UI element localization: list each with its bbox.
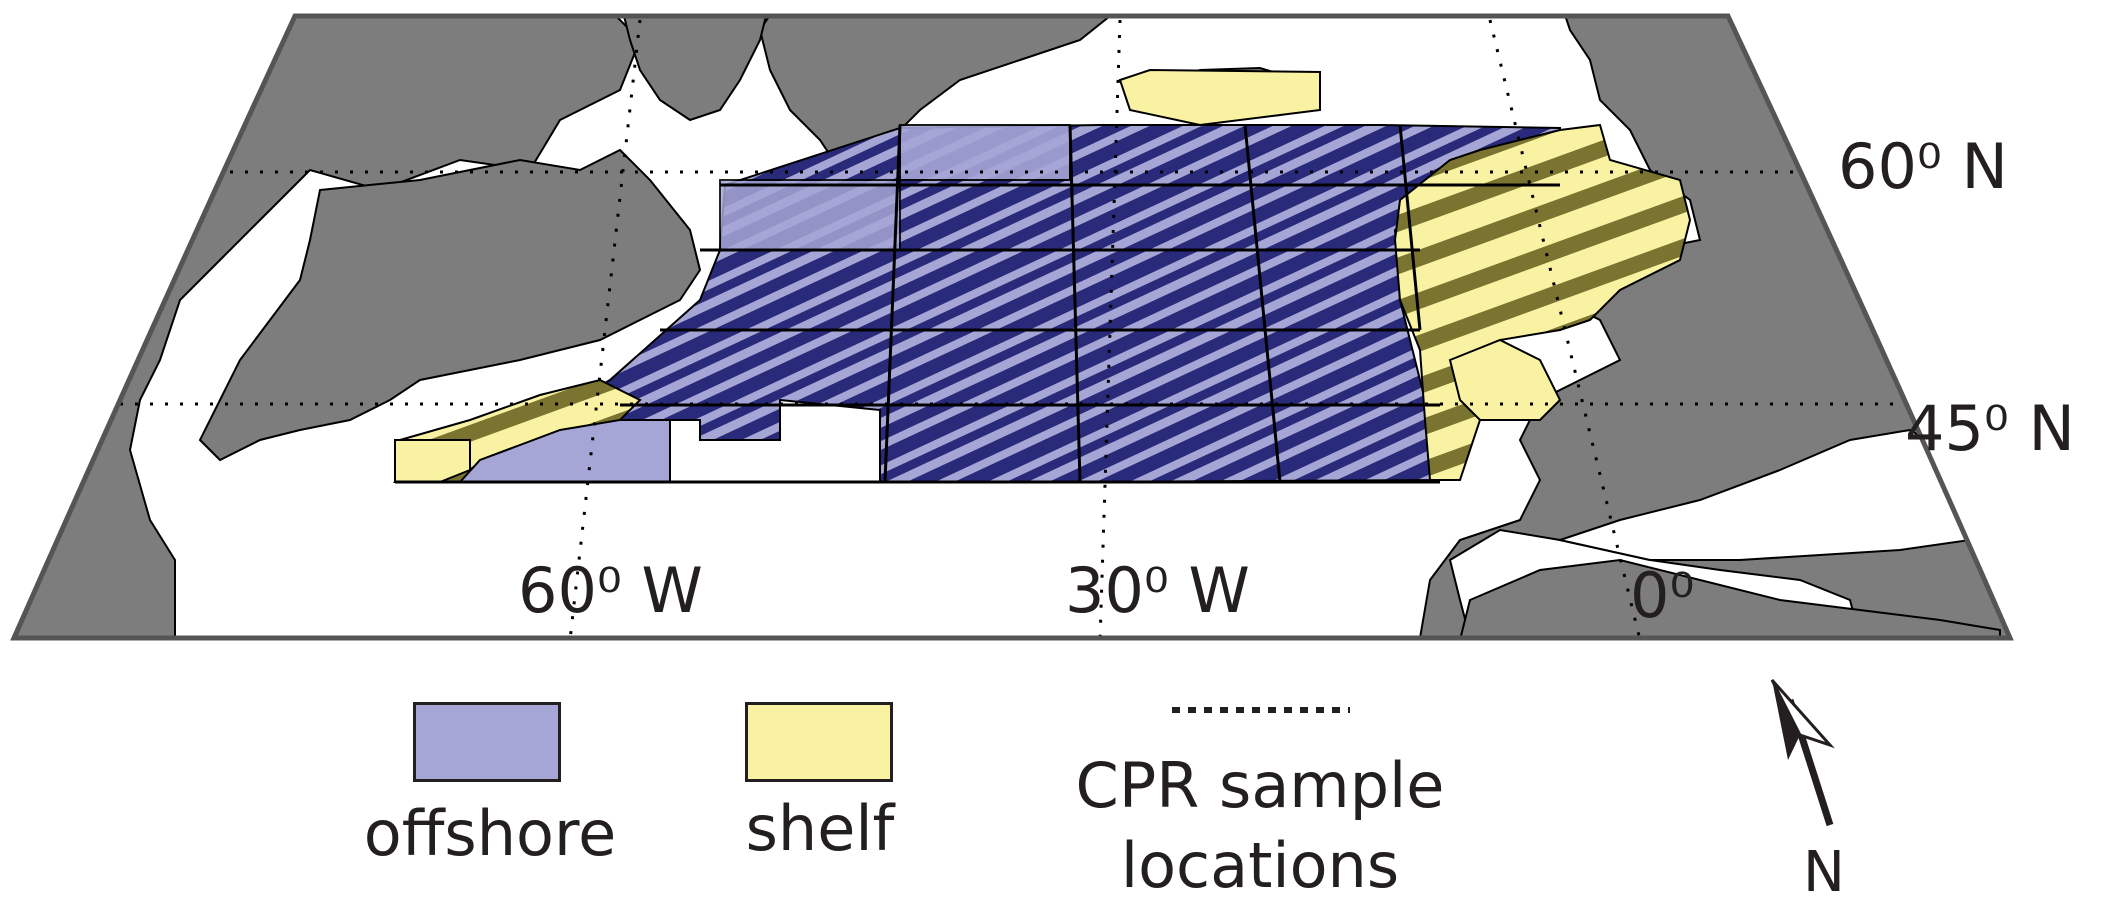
north-arrow-icon: [1770, 679, 1835, 827]
shelf-region-biscay: [1448, 338, 1562, 421]
lon-60w-label: 60⁰ W: [518, 554, 703, 627]
lon-30w-label: 30⁰ W: [1065, 554, 1250, 627]
cpr-label-line1: CPR sample: [1075, 749, 1445, 822]
north-arrow-label: N: [1803, 840, 1845, 905]
grid-boxes: [395, 124, 1560, 484]
baffin-land: [618, 16, 772, 122]
africa-land: [1458, 558, 2001, 638]
lat-45-label: 45⁰ N: [1905, 392, 2075, 465]
shelf-swatch: [745, 702, 893, 782]
lat-60-label: 60⁰ N: [1838, 130, 2008, 203]
shelf-region-iceland: [1118, 68, 1321, 127]
labrador-land: [198, 148, 702, 462]
cpr-label-line2: locations: [1120, 829, 1400, 902]
graticule: [120, 19, 1960, 638]
offshore-light-box: [719, 179, 901, 251]
shelf-label: shelf: [745, 792, 895, 865]
offshore-swatch: [413, 702, 561, 782]
lon-0-label: 0⁰: [1630, 559, 1695, 632]
offshore-label: offshore: [363, 797, 617, 870]
shelf-region-na-2: [394, 439, 471, 483]
map-frame-outline: [10, 13, 2014, 641]
offshore-light-box: [899, 124, 1071, 181]
